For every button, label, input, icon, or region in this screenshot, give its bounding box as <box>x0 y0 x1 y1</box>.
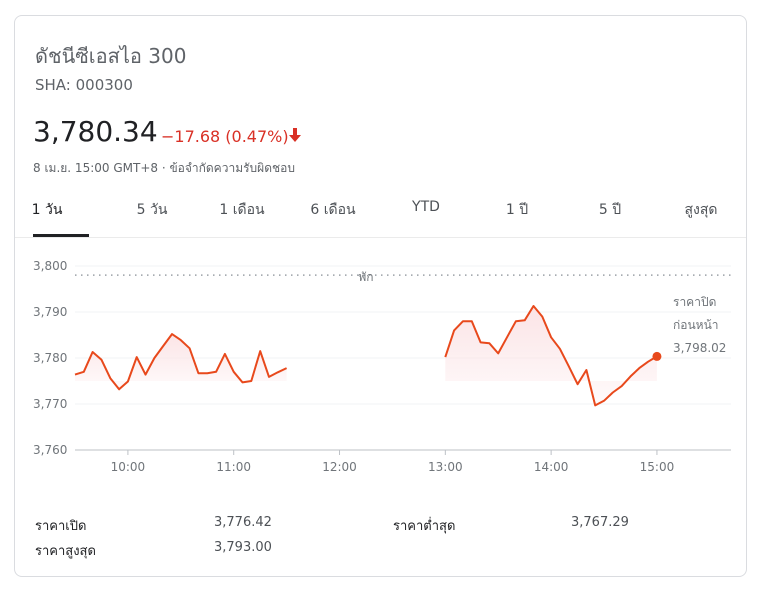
tab-5-days[interactable]: 5 วัน <box>136 202 168 218</box>
x-tick-label: 15:00 <box>640 460 675 474</box>
x-tick-label: 14:00 <box>534 460 569 474</box>
active-tab-indicator <box>33 234 89 237</box>
last-price-dot <box>652 351 662 361</box>
tab-max[interactable]: สูงสุด <box>684 202 718 218</box>
x-tick-label: 11:00 <box>216 460 251 474</box>
stat-high-value: 3,793.00 <box>214 540 272 555</box>
previous-close-label: ราคาปิด <box>673 295 716 309</box>
ticker-symbol: SHA: 000300 <box>35 76 133 94</box>
tab-1-day[interactable]: 1 วัน <box>31 202 63 218</box>
y-tick-label: 3,760 <box>33 443 67 457</box>
stat-low-label: ราคาต่ำสุด <box>393 519 456 534</box>
tab-5-years[interactable]: 5 ปี <box>598 202 622 218</box>
y-tick-label: 3,790 <box>33 305 67 319</box>
timestamp-disclaimer[interactable]: 8 เม.ย. 15:00 GMT+8 · ข้อจำกัดความรับผิด… <box>33 161 295 175</box>
price-area-fill <box>75 334 287 390</box>
y-tick-label: 3,780 <box>33 351 67 365</box>
current-price: 3,780.34 <box>33 115 158 148</box>
x-tick-label: 13:00 <box>428 460 463 474</box>
price-change: −17.68 (0.47%) <box>161 127 289 146</box>
previous-close-label: ก่อนหน้า <box>673 318 719 332</box>
price-area-fill <box>445 306 657 406</box>
stock-card: ดัชนีซีเอสไอ 300 SHA: 000300 3,780.34 −1… <box>14 15 747 577</box>
tab-1-month[interactable]: 1 เดือน <box>219 202 265 218</box>
lunch-break-label: พัก <box>358 270 373 284</box>
y-tick-label: 3,770 <box>33 397 67 411</box>
price-chart[interactable]: 3,800 3,790 3,780 3,770 3,760 10:00 11:00 12:00… <box>15 16 746 506</box>
x-tick-label: 12:00 <box>322 460 357 474</box>
y-tick-label: 3,800 <box>33 259 67 273</box>
range-tabs: 1 วัน 5 วัน 1 เดือน 6 เดือน YTD 1 ปี 5 ป… <box>15 199 746 238</box>
down-arrow-icon <box>288 127 302 147</box>
tab-1-year[interactable]: 1 ปี <box>505 202 529 218</box>
stat-low-value: 3,767.29 <box>571 515 629 530</box>
tab-6-months[interactable]: 6 เดือน <box>310 202 356 218</box>
price-line-session-2 <box>444 305 658 407</box>
stat-open-value: 3,776.42 <box>214 515 272 530</box>
previous-close-label: 3,798.02 <box>673 341 726 355</box>
price-line-session-1 <box>74 333 288 391</box>
stat-open-label: ราคาเปิด <box>35 519 87 534</box>
tab-ytd[interactable]: YTD <box>412 199 440 215</box>
stat-high-label: ราคาสูงสุด <box>35 544 96 559</box>
x-tick-label: 10:00 <box>111 460 146 474</box>
index-name: ดัชนีซีเอสไอ 300 <box>35 44 187 68</box>
